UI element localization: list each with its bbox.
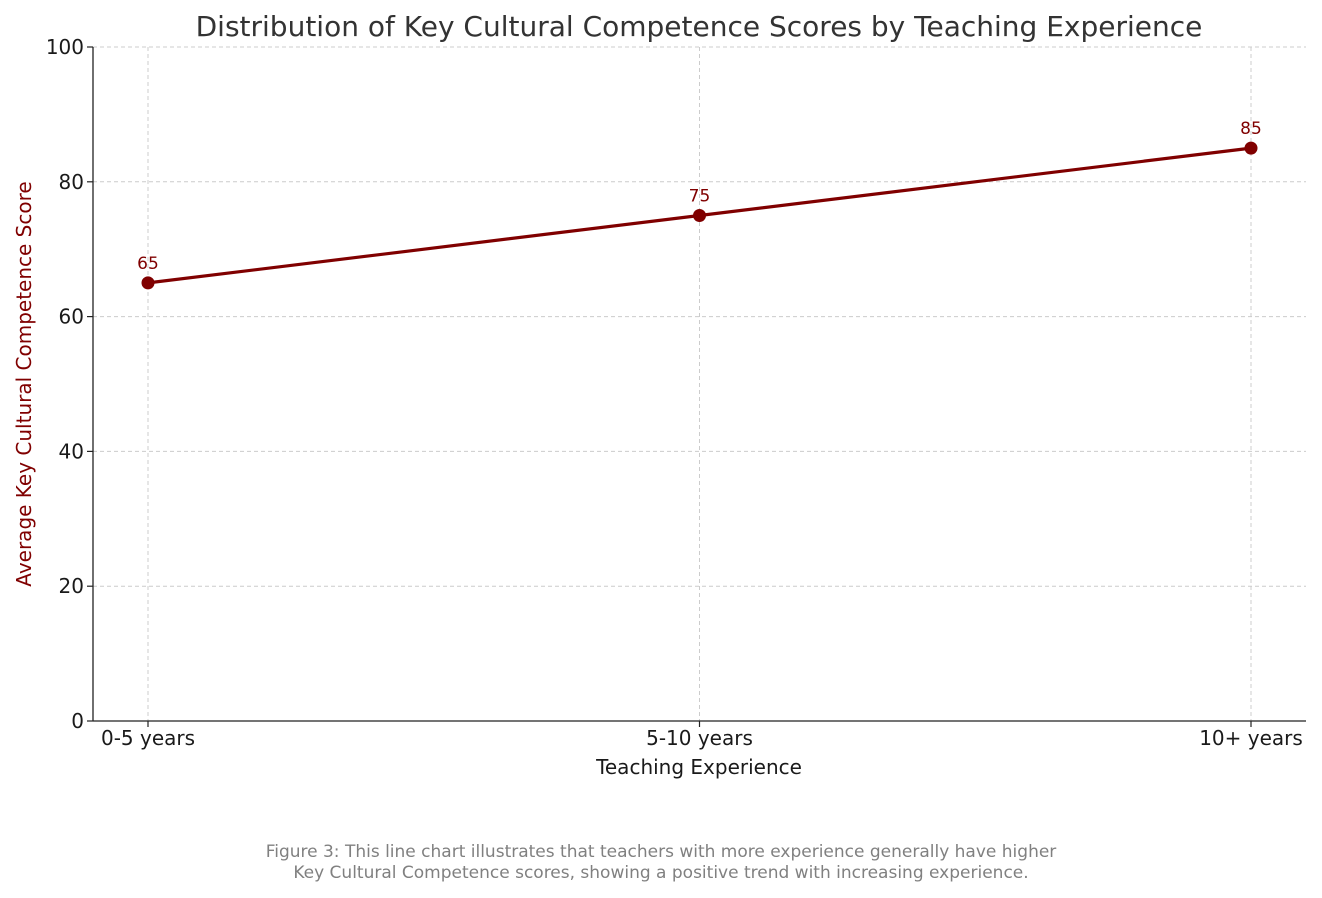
x-tick-label: 10+ years: [1199, 726, 1303, 750]
y-tick-label: 20: [59, 574, 84, 598]
y-tick-label: 40: [59, 439, 84, 463]
data-label: 85: [1240, 119, 1262, 139]
figure-caption: Figure 3: This line chart illustrates th…: [0, 842, 1322, 884]
data-label: 65: [137, 254, 159, 274]
data-point: [141, 276, 155, 290]
series-revenue-line: [141, 141, 1258, 290]
x-tick-label: 0-5 years: [101, 726, 195, 750]
y-tick-label: 80: [59, 170, 84, 194]
y-axis-label: Average Key Cultural Competence Score: [12, 181, 36, 586]
data-labels: 65 75 85: [137, 119, 1262, 274]
y-tick-label: 0: [71, 709, 84, 733]
chart-title: Distribution of Key Cultural Competence …: [196, 10, 1203, 43]
y-tick-label: 100: [46, 35, 84, 59]
y-axis-ticks: 0 20 40 60 80 100: [46, 35, 93, 733]
data-label: 75: [689, 187, 711, 207]
data-point: [1244, 141, 1258, 155]
grid-lines: [93, 46, 1306, 721]
y-tick-label: 60: [59, 305, 84, 329]
data-point: [693, 209, 706, 222]
caption-line-1: Figure 3: This line chart illustrates th…: [265, 842, 1057, 862]
x-axis-ticks: 0-5 years 5-10 years 10+ years: [101, 721, 1303, 750]
caption-line-2: Key Cultural Competence scores, showing …: [293, 863, 1029, 883]
x-axis-label: Teaching Experience: [595, 755, 802, 779]
x-tick-label: 5-10 years: [646, 726, 753, 750]
